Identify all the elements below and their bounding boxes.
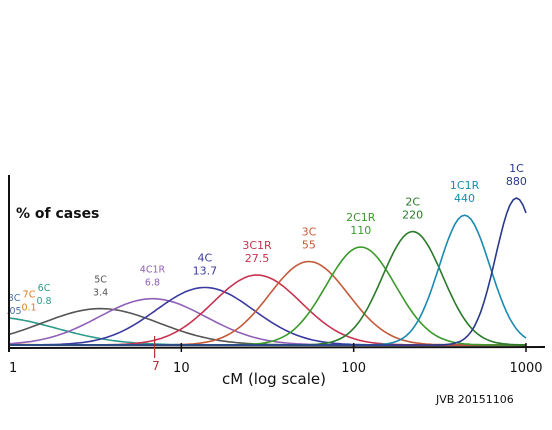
series-name-label: 8C [8, 293, 21, 304]
series-curve [9, 214, 527, 346]
signature: JVB 20151106 [435, 393, 514, 406]
series-value-label: 220 [402, 209, 423, 222]
x-tick-label: 100 [341, 361, 366, 376]
series-name-label: 1C [509, 162, 524, 175]
series-name-label: 4C [198, 251, 213, 264]
series-name-label: 3C1R [242, 239, 272, 252]
series-value-label: 27.5 [245, 252, 270, 265]
series-value-label: 0.1 [21, 302, 36, 313]
x-tick-label: 1000 [509, 361, 542, 376]
series-value-label: 880 [506, 175, 527, 188]
series-value-label: 55 [302, 239, 316, 252]
series-curve [8, 307, 526, 346]
series-name-label: 3C [302, 226, 317, 239]
y-axis-label: % of cases [16, 206, 99, 222]
curves-group [8, 197, 527, 346]
series-name-label: 7C [23, 289, 36, 300]
series-name-label: 4C1R [140, 265, 166, 276]
series-value-label: 13.7 [193, 264, 218, 277]
series-value-label: 6.8 [145, 278, 160, 289]
series-value-label: .05 [6, 306, 21, 317]
series-value-label: 110 [350, 224, 371, 237]
series-value-label: 3.4 [93, 288, 108, 299]
series-name-label: 1C1R [450, 179, 480, 192]
series-name-label: 2C1R [346, 211, 376, 224]
series-name-label: 6C [38, 283, 51, 294]
x-ticks-group: 1 10 100 1000 [8, 336, 543, 376]
series-value-label: 440 [454, 192, 475, 205]
x-tick-label: 10 [173, 361, 190, 376]
x-marker-label: 7 [152, 359, 160, 373]
series-value-label: 0.8 [36, 296, 51, 307]
x-axis-label: cM (log scale) [222, 370, 326, 388]
x-tick-label: 1 [9, 361, 17, 376]
x-axis [8, 346, 546, 349]
series-curve [9, 197, 527, 346]
series-name-label: 2C [405, 196, 420, 209]
series-curve [9, 260, 526, 346]
series-name-label: 5C [94, 275, 107, 286]
series-curve [8, 297, 526, 346]
